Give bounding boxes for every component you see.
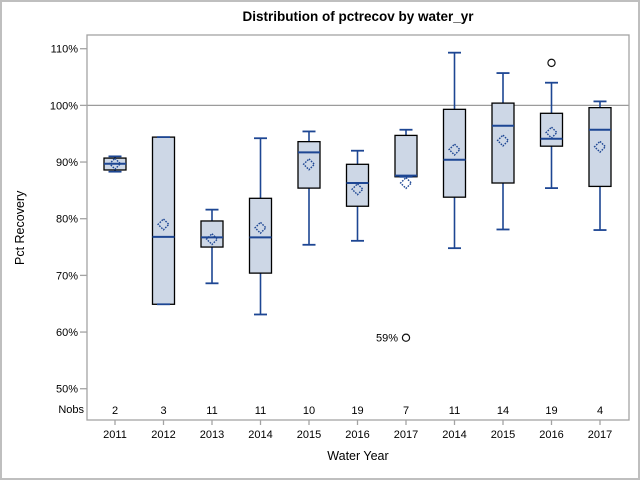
x-tick-label: 2017 bbox=[394, 429, 418, 441]
y-tick-label: 100% bbox=[50, 100, 78, 112]
box-iqr bbox=[491, 102, 515, 184]
nobs-value: 14 bbox=[497, 405, 509, 417]
box-iqr bbox=[151, 136, 176, 305]
mean-diamond bbox=[496, 134, 510, 147]
x-tick-label: 2015 bbox=[491, 429, 515, 441]
outlier-label: 59% bbox=[376, 333, 398, 345]
y-tick-label: 110% bbox=[51, 44, 79, 56]
mean-diamond bbox=[302, 157, 316, 171]
box-iqr bbox=[442, 108, 467, 198]
box-iqr bbox=[297, 140, 321, 189]
x-tick-label: 2017 bbox=[588, 429, 612, 441]
x-axis-title: Water Year bbox=[327, 449, 389, 463]
x-tick-label: 2013 bbox=[200, 429, 224, 441]
box-iqr bbox=[539, 112, 564, 147]
box-iqr bbox=[588, 106, 612, 188]
mean-diamond bbox=[399, 176, 413, 190]
nobs-value: 11 bbox=[206, 405, 217, 417]
x-tick-label: 2011 bbox=[103, 429, 127, 441]
outlier-marker bbox=[547, 58, 556, 68]
mean-diamond bbox=[254, 221, 267, 235]
chart-title: Distribution of pctrecov by water_yr bbox=[242, 9, 474, 24]
mean-diamond bbox=[157, 217, 170, 231]
box-iqr bbox=[345, 163, 370, 207]
x-tick-label: 2016 bbox=[345, 429, 369, 441]
mean-diamond bbox=[593, 140, 607, 154]
x-tick-label: 2014 bbox=[442, 429, 466, 441]
nobs-value: 2 bbox=[112, 405, 118, 417]
nobs-value: 4 bbox=[597, 405, 603, 417]
y-tick-label: 60% bbox=[56, 327, 78, 339]
y-tick-label: 70% bbox=[56, 270, 78, 282]
nobs-row-label: Nobs bbox=[58, 404, 84, 416]
nobs-value: 19 bbox=[351, 405, 363, 417]
x-tick-label: 2014 bbox=[248, 429, 272, 441]
nobs-value: 11 bbox=[449, 405, 460, 417]
mean-diamond bbox=[448, 143, 461, 156]
nobs-value: 7 bbox=[403, 405, 409, 417]
nobs-value: 11 bbox=[255, 405, 266, 417]
outlier-marker bbox=[401, 333, 411, 342]
mean-diamond bbox=[108, 157, 122, 171]
nobs-value: 3 bbox=[160, 405, 166, 417]
nobs-value: 19 bbox=[545, 405, 557, 417]
x-tick-label: 2016 bbox=[539, 429, 563, 441]
x-tick-label: 2015 bbox=[297, 429, 321, 441]
mean-diamond bbox=[205, 232, 219, 246]
y-tick-label: 80% bbox=[56, 214, 78, 226]
box-iqr bbox=[394, 134, 418, 178]
mean-diamond bbox=[545, 126, 558, 139]
y-tick-label: 50% bbox=[56, 384, 78, 396]
mean-diamond bbox=[351, 182, 364, 196]
nobs-value: 10 bbox=[303, 405, 315, 417]
y-tick-label: 90% bbox=[56, 157, 78, 169]
x-tick-label: 2012 bbox=[151, 429, 175, 441]
box-iqr bbox=[248, 197, 273, 274]
